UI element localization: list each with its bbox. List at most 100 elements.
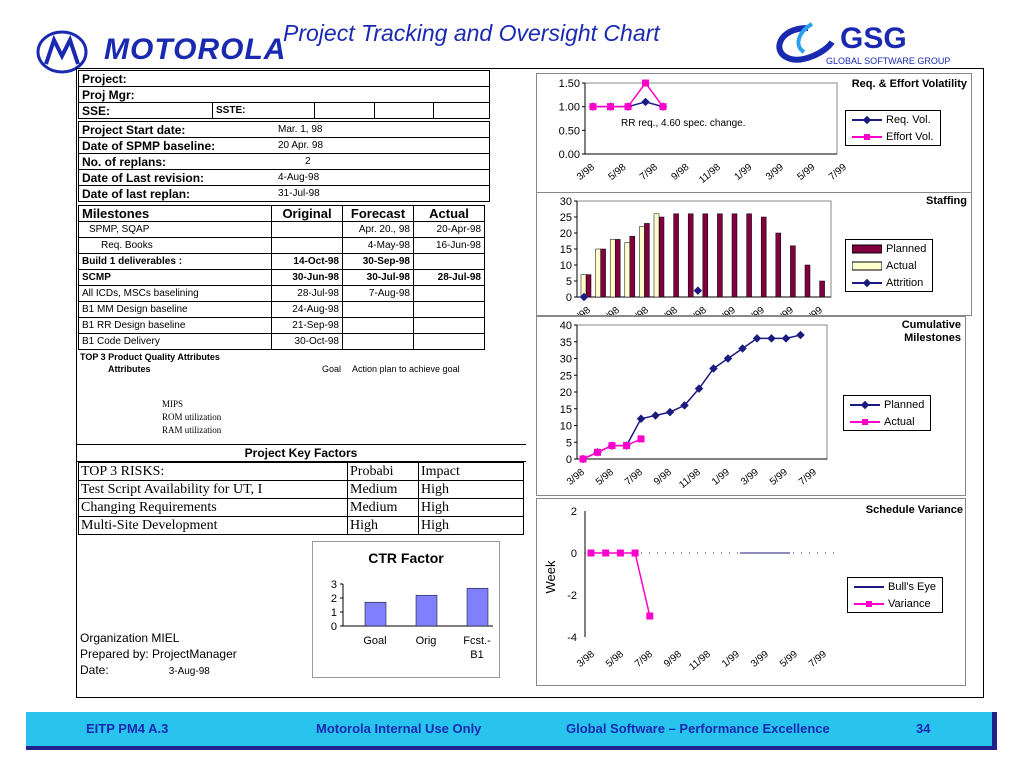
variance-point xyxy=(602,549,610,557)
y-tick-label: 5 xyxy=(566,276,572,288)
gsg-swoosh-logo xyxy=(776,22,835,63)
replans-label: No. of replans: xyxy=(78,153,275,170)
planned-bar xyxy=(702,213,709,298)
milestone-actual xyxy=(413,301,485,318)
milestone-actual xyxy=(413,285,485,302)
planned-bar xyxy=(731,213,738,298)
planned-bar xyxy=(790,245,796,298)
volatility-title: Req. & Effort Volatility xyxy=(851,78,967,90)
last-revision-label: Date of Last revision: xyxy=(78,169,275,186)
y-tick-label: 0 xyxy=(566,454,572,466)
milestone-row: B1 Code Delivery 30-Oct-98 xyxy=(78,333,528,350)
x-tick-label: 3/99 xyxy=(764,162,786,183)
footer-org: Global Software – Performance Excellence xyxy=(566,721,830,736)
x-tick-label: 5/99 xyxy=(778,649,800,670)
planned-bar xyxy=(644,223,650,298)
series-line xyxy=(582,334,801,460)
y-tick-label: 2 xyxy=(571,506,577,518)
x-tick-label: 9/98 xyxy=(658,305,680,315)
milestone-forecast: Apr. 20., 98 xyxy=(342,221,414,238)
sse-cell xyxy=(313,102,375,119)
risk-impact: High xyxy=(418,516,524,535)
footer-course-id: EITP PM4 A.3 xyxy=(86,721,169,736)
start-date-value: Mar. 1, 98 xyxy=(275,121,490,138)
y-tick-label: 0 xyxy=(571,548,577,560)
motorola-logo xyxy=(36,30,88,74)
y-tick-label: -4 xyxy=(567,632,577,644)
milestone-name: SPMP, SQAP xyxy=(78,221,272,238)
data-point xyxy=(665,407,675,417)
key-factors-title: Project Key Factors xyxy=(76,444,526,462)
milestone-forecast: 30-Sep-98 xyxy=(342,253,414,270)
legend-item-effort-vol: Effort Vol. xyxy=(846,128,940,145)
x-tick-label: 5/99 xyxy=(774,305,796,315)
milestone-row: B1 MM Design baseline 24-Aug-98 xyxy=(78,301,528,318)
y-tick-label: 15 xyxy=(560,404,572,416)
data-point xyxy=(589,103,597,111)
y-tick-label: 40 xyxy=(560,320,572,332)
y-tick-label: 35 xyxy=(560,337,572,349)
cumulative-plot: 0 5 10 15 20 25 30 35 40 3/98 5/98 7/98 9/98 11/98 1/9… xyxy=(560,320,828,491)
x-tick-label: 7/98 xyxy=(638,162,660,183)
volatility-plot: 0.00 0.50 1.00 1.50 RR req., 4.60 spec. chan… xyxy=(559,78,850,186)
milestone-name: Build 1 deliverables : xyxy=(78,253,272,270)
variance-plot: -4 -2 0 2 Week 3/98 5/98 7/98 9/98 11/98 1/99 3/99 5… xyxy=(543,506,837,673)
gsg-subtitle: GLOBAL SOFTWARE GROUP xyxy=(826,56,951,66)
variance-legend: Bull's Eye Variance xyxy=(847,577,943,613)
x-tick-label: 7/98 xyxy=(623,467,645,488)
ctr-factor-chart: CTR Factor 0 1 2 3 Goal Orig Fcst.- B1 xyxy=(312,541,500,678)
volatility-chart: 0.00 0.50 1.00 1.50 RR req., 4.60 spec. chan… xyxy=(536,73,972,193)
cumulative-title: Cumulative Milestones xyxy=(901,319,961,344)
data-point xyxy=(642,79,649,87)
variance-line xyxy=(591,552,651,617)
risk-name: Test Script Availability for UT, I xyxy=(78,480,348,499)
x-tick-label: 11/98 xyxy=(677,467,703,491)
x-tick-label: 7/99 xyxy=(827,162,849,183)
ctr-bar xyxy=(364,601,387,627)
sse-cell xyxy=(433,102,490,119)
milestone-row: B1 RR Design baseline 21-Sep-98 xyxy=(78,317,528,334)
legend-item-variance: Variance xyxy=(848,595,942,612)
milestone-forecast: 30-Jul-98 xyxy=(342,269,414,286)
sse-cell xyxy=(373,102,435,119)
y-tick-label: 25 xyxy=(560,212,572,224)
x-tick-label: 7/99 xyxy=(797,467,819,488)
y-tick-label: 15 xyxy=(560,244,572,256)
milestone-name: B1 MM Design baseline xyxy=(78,301,272,318)
data-point xyxy=(659,103,667,111)
data-point xyxy=(651,411,660,420)
date-value: 3-Aug-98 xyxy=(168,666,210,677)
variance-point xyxy=(631,549,639,557)
staffing-title: Staffing xyxy=(926,195,967,207)
y-tick-label: 20 xyxy=(560,387,572,399)
risk-impact: High xyxy=(418,480,524,499)
y-tick-label: 0 xyxy=(331,621,337,633)
data-point xyxy=(624,103,632,111)
x-tick-label: Goal xyxy=(363,635,386,647)
data-point xyxy=(608,442,616,450)
risk-impact: High xyxy=(418,498,524,517)
y-tick-label: 0.50 xyxy=(559,125,580,137)
milestone-original: 30-Jun-98 xyxy=(271,269,343,286)
data-point xyxy=(607,103,614,111)
x-tick-label: 1/99 xyxy=(732,162,754,183)
gsg-wordmark: GSG xyxy=(840,22,907,55)
milestone-name: All ICDs, MSCs baselining xyxy=(78,285,272,302)
y-tick-label: 2 xyxy=(331,593,337,605)
quality-item: ROM utilization xyxy=(162,412,222,422)
start-date-label: Project Start date: xyxy=(78,121,275,138)
x-tick-label: 5/99 xyxy=(795,162,817,183)
x-tick-label: 9/98 xyxy=(669,162,691,183)
milestone-forecast: 4-May-98 xyxy=(342,237,414,254)
actual-bar xyxy=(653,213,660,298)
project-info-table: Project: Proj Mgr: SSE: SSTE: xyxy=(78,70,490,119)
actual-bar xyxy=(639,226,645,298)
milestone-actual: 28-Jul-98 xyxy=(413,269,485,286)
x-tick-label: 3/98 xyxy=(575,649,597,670)
attributes-label: Attributes xyxy=(108,364,151,374)
milestone-row: SPMP, SQAP Apr. 20., 98 20-Apr-98 xyxy=(78,221,528,238)
y-tick-label: 0.00 xyxy=(559,149,580,161)
milestone-name: Req. Books xyxy=(78,237,272,254)
y-tick-label: 10 xyxy=(560,260,572,272)
data-point xyxy=(623,442,630,450)
